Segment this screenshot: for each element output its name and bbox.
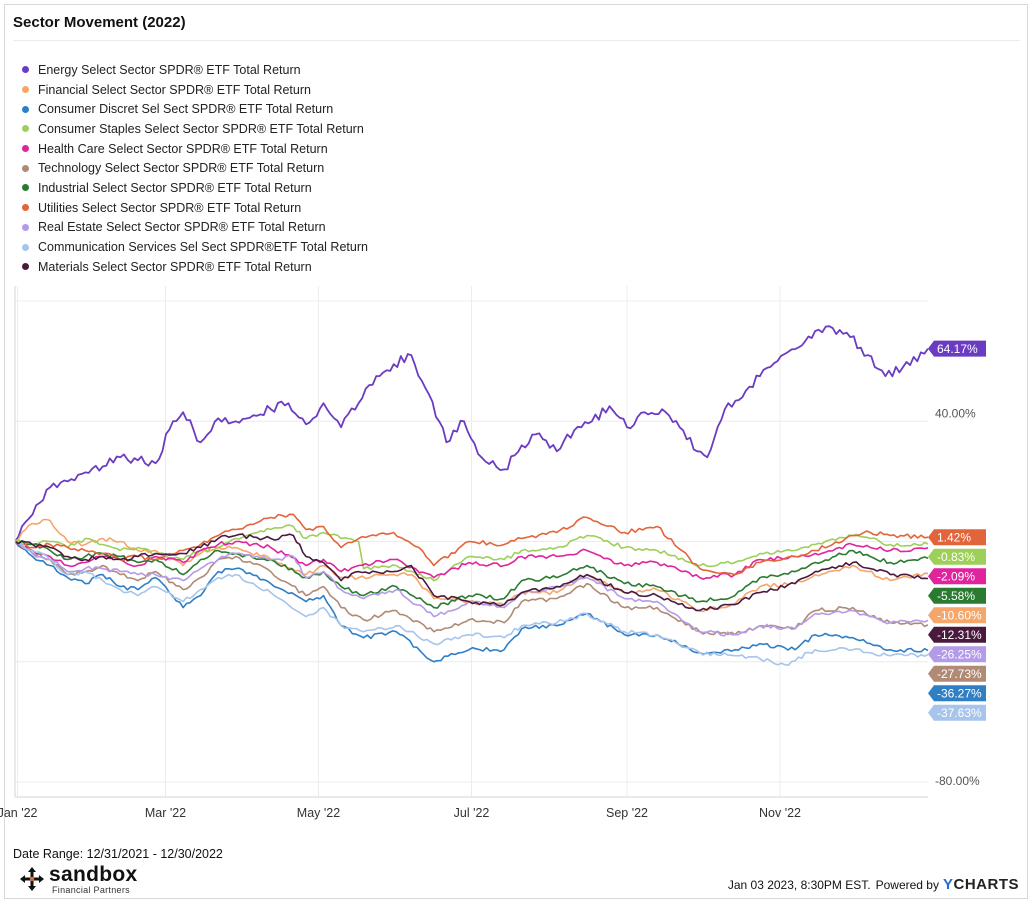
end-label-tag	[928, 529, 986, 546]
x-tick-label: May '22	[297, 806, 340, 820]
end-label-tag	[928, 607, 986, 624]
end-value-labels: 64.17% 1.42% -0.83% -2.09% -5.58% -10.60% -12.…	[928, 340, 986, 721]
legend-swatch	[22, 223, 29, 231]
end-label-tag	[928, 548, 986, 565]
legend-item: Communication Services Sel Sect SPDR®ETF…	[22, 237, 368, 257]
ycharts-logo-y: Y	[942, 876, 954, 893]
legend-label: Technology Select Sector SPDR® ETF Total…	[38, 161, 325, 176]
legend-item: Consumer Discret Sel Sect SPDR® ETF Tota…	[22, 99, 368, 119]
legend-item: Real Estate Select Sector SPDR® ETF Tota…	[22, 218, 368, 238]
legend-label: Health Care Select Sector SPDR® ETF Tota…	[38, 141, 328, 156]
end-label-tag	[928, 340, 986, 357]
ycharts-logo: YCHARTS	[943, 876, 1019, 893]
title-divider	[13, 40, 1020, 41]
date-range: Date Range: 12/31/2021 - 12/30/2022	[13, 847, 223, 861]
legend-swatch	[22, 105, 29, 113]
end-label-text: -37.63%	[937, 706, 982, 720]
x-tick-label: Mar '22	[145, 806, 186, 820]
axes: Jan '22 Mar '22 May '22 Jul '22 Sep '22 Nov '…	[0, 286, 980, 820]
series-lines	[14, 325, 929, 666]
series-line	[14, 540, 929, 580]
end-label-tag	[928, 665, 986, 682]
x-tick-label: Sep '22	[606, 806, 648, 820]
legend-item: Technology Select Sector SPDR® ETF Total…	[22, 158, 368, 178]
attribution: Jan 03 2023, 8:30PM EST. Powered by YCHA…	[728, 876, 1019, 893]
legend-label: Real Estate Select Sector SPDR® ETF Tota…	[38, 220, 326, 235]
series-line	[14, 539, 929, 609]
legend-label: Consumer Discret Sel Sect SPDR® ETF Tota…	[38, 102, 334, 117]
end-label-tag	[928, 685, 986, 702]
arrows-cross-icon	[20, 867, 44, 891]
brand-name: sandbox	[49, 862, 138, 886]
series-line	[14, 524, 929, 582]
legend-swatch	[22, 66, 29, 74]
powered-by-label: Powered by	[875, 877, 939, 892]
legend-swatch	[22, 86, 29, 94]
series-line	[14, 541, 929, 663]
timestamp: Jan 03 2023, 8:30PM EST.	[727, 877, 871, 892]
legend-label: Financial Select Sector SPDR® ETF Total …	[38, 82, 311, 97]
sandbox-logo: sandbox Financial Partners	[19, 864, 137, 894]
end-label-tag	[928, 704, 986, 721]
legend-item: Health Care Select Sector SPDR® ETF Tota…	[22, 139, 368, 159]
end-label-text: -26.25%	[937, 648, 982, 662]
end-label-tag	[928, 626, 986, 643]
end-label-text: -0.83%	[937, 550, 975, 564]
end-label-text: -27.73%	[937, 667, 982, 681]
legend-item: Materials Select Sector SPDR® ETF Total …	[22, 257, 368, 277]
legend-label: Materials Select Sector SPDR® ETF Total …	[38, 259, 312, 274]
chart-card	[4, 4, 1028, 899]
end-label-text: -36.27%	[937, 687, 982, 701]
end-label-text: 1.42%	[937, 531, 971, 545]
legend-swatch	[22, 263, 29, 271]
legend-swatch	[22, 164, 29, 172]
x-tick-label: Nov '22	[759, 806, 801, 820]
legend-swatch	[22, 243, 29, 251]
series-line	[14, 325, 929, 543]
grid	[15, 286, 928, 797]
series-line	[14, 540, 929, 637]
end-label-text: -2.09%	[937, 570, 975, 584]
series-line	[14, 533, 929, 612]
series-line	[14, 540, 929, 636]
legend-item: Utilities Select Sector SPDR® ETF Total …	[22, 198, 368, 218]
legend-item: Industrial Select Sector SPDR® ETF Total…	[22, 178, 368, 198]
y-tick-label: -80.00%	[935, 774, 980, 788]
legend: Energy Select Sector SPDR® ETF Total Ret…	[22, 60, 368, 277]
legend-swatch	[22, 204, 29, 212]
legend-item: Energy Select Sector SPDR® ETF Total Ret…	[22, 60, 368, 80]
brand-subtitle: Financial Partners	[52, 884, 130, 895]
legend-swatch	[22, 184, 29, 192]
end-label-text: -12.31%	[937, 628, 982, 642]
legend-swatch	[22, 125, 29, 133]
legend-label: Energy Select Sector SPDR® ETF Total Ret…	[38, 62, 301, 77]
end-label-text: 64.17%	[937, 342, 978, 356]
legend-item: Consumer Staples Select Sector SPDR® ETF…	[22, 119, 368, 139]
chart-title: Sector Movement (2022)	[13, 14, 186, 31]
y-tick-label: 40.00%	[935, 406, 976, 420]
legend-swatch	[22, 145, 29, 153]
end-label-text: -10.60%	[937, 609, 982, 623]
end-label-text: -5.58%	[937, 589, 975, 603]
end-label-tag	[928, 568, 986, 585]
end-label-tag	[928, 587, 986, 604]
legend-label: Communication Services Sel Sect SPDR®ETF…	[38, 240, 368, 255]
legend-label: Industrial Select Sector SPDR® ETF Total…	[38, 180, 312, 195]
legend-label: Consumer Staples Select Sector SPDR® ETF…	[38, 121, 364, 136]
end-label-tag	[928, 646, 986, 663]
series-line	[14, 540, 929, 666]
legend-item: Financial Select Sector SPDR® ETF Total …	[22, 80, 368, 100]
ycharts-logo-rest: CHARTS	[953, 876, 1019, 893]
x-tick-label: Jan '22	[0, 806, 38, 820]
legend-label: Utilities Select Sector SPDR® ETF Total …	[38, 200, 302, 215]
x-tick-label: Jul '22	[454, 806, 490, 820]
